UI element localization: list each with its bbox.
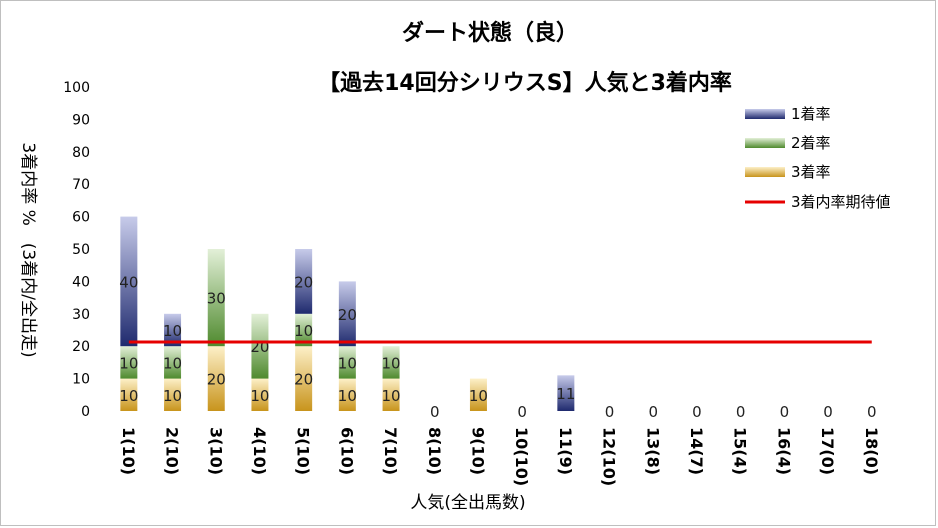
chart-title: ダート状態（良）: [402, 20, 578, 46]
x-tick-label: 11(9): [556, 427, 575, 475]
x-tick-label: 6(10): [337, 427, 356, 475]
bar-segment: [338, 281, 356, 347]
bar-segment: [164, 346, 182, 379]
bar-data-label: 20: [294, 371, 313, 389]
bar-segment: [338, 346, 356, 379]
bar-data-label: 10: [163, 387, 182, 405]
x-tick-label: 16(4): [774, 427, 793, 475]
y-tick-label: 80: [72, 145, 90, 161]
bar-segment: [207, 346, 225, 411]
x-axis-label: 人気(全出馬数): [410, 493, 525, 513]
bar-segment: [120, 216, 138, 347]
bar-data-label: 0: [517, 403, 527, 421]
bar-data-label: 10: [469, 387, 488, 405]
bar-data-label: 10: [338, 354, 357, 372]
x-tick-label: 12(10): [600, 427, 619, 486]
bar-segment: [295, 346, 313, 411]
x-tick-label: 17(0): [818, 427, 837, 475]
bar-segment: [120, 346, 138, 379]
y-tick-label: 90: [72, 112, 90, 128]
x-tick-label: 18(0): [862, 427, 881, 475]
chart-subtitle: 【過去14回分シリウスS】人気と3着内率: [318, 70, 732, 96]
bar-segment: [164, 378, 182, 411]
bar-segment: [207, 249, 225, 347]
bar-data-label: 0: [736, 403, 746, 421]
x-tick-label: 2(10): [163, 427, 182, 475]
bar-segment: [469, 378, 487, 411]
bar-data-label: 10: [294, 322, 313, 340]
bar-data-label: 40: [119, 273, 138, 291]
y-tick-label: 50: [72, 242, 90, 258]
bar-data-label: 0: [780, 403, 790, 421]
bar-data-label: 20: [338, 306, 357, 324]
x-tick-label: 3(10): [206, 427, 225, 475]
bar-segment: [120, 378, 138, 411]
legend-label: 3着率: [791, 163, 831, 181]
bar-data-label: 0: [692, 403, 702, 421]
legend: 1着率 2着率 3着率 3着内率期待値: [745, 105, 891, 211]
bar-data-label: 10: [338, 387, 357, 405]
y-tick-label: 20: [72, 339, 90, 355]
bar-data-label: 11: [556, 385, 575, 403]
y-tick-label: 60: [72, 210, 90, 226]
bars-group: [120, 216, 575, 411]
bar-data-label: 0: [823, 403, 833, 421]
legend-swatch: [745, 109, 785, 119]
bar-data-label: 10: [119, 387, 138, 405]
bar-segment: [382, 346, 400, 379]
x-tick-label: 10(10): [512, 427, 531, 486]
bar-data-label: 10: [163, 322, 182, 340]
y-tick-label: 100: [63, 80, 90, 96]
bar-data-label: 0: [867, 403, 877, 421]
x-tick-label: 13(8): [643, 427, 662, 475]
x-axis-ticks: 1(10) 2(10) 3(10) 4(10) 5(10) 6(10) 7(10) 8(10)…: [119, 427, 881, 486]
bar-segment: [382, 378, 400, 411]
bar-segment: [251, 378, 269, 411]
y-tick-label: 70: [72, 177, 90, 193]
legend-swatch: [745, 167, 785, 177]
x-tick-label: 15(4): [731, 427, 750, 475]
x-tick-label: 4(10): [250, 427, 269, 475]
bar-segment: [164, 313, 182, 347]
y-axis-ticks: 0 10 20 30 40 50 60 70 80 90 100: [63, 80, 90, 420]
legend-label: 1着率: [791, 105, 831, 123]
legend-swatch: [745, 138, 785, 148]
bar-data-label: 30: [207, 290, 226, 308]
bar-data-label: 0: [605, 403, 615, 421]
bar-segment: [295, 249, 313, 314]
bar-segment: [295, 313, 313, 347]
bar-data-label: 10: [250, 387, 269, 405]
legend-label: 2着率: [791, 134, 831, 152]
bar-data-label: 0: [648, 403, 658, 421]
bar-data-label: 0: [430, 403, 440, 421]
y-tick-label: 10: [72, 372, 90, 388]
x-tick-label: 7(10): [381, 427, 400, 475]
bar-data-label: 20: [294, 273, 313, 291]
bar-data-label: 10: [119, 354, 138, 372]
x-tick-label: 8(10): [425, 427, 444, 475]
x-tick-label: 14(7): [687, 427, 706, 475]
y-tick-label: 0: [81, 404, 90, 420]
x-tick-label: 1(10): [119, 427, 138, 475]
bar-data-label: 10: [163, 354, 182, 372]
x-tick-label: 5(10): [294, 427, 313, 475]
y-tick-label: 30: [72, 307, 90, 323]
x-tick-label: 9(10): [468, 427, 487, 475]
bar-segment: [557, 375, 575, 411]
y-tick-label: 40: [72, 274, 90, 290]
bar-data-label: 20: [207, 371, 226, 389]
bar-segment: [338, 378, 356, 411]
bar-segment: [251, 313, 269, 379]
bar-data-label: 10: [382, 387, 401, 405]
y-axis-label: 3着内率 % (3着内/全出走): [18, 142, 38, 357]
legend-label: 3着内率期待値: [791, 193, 891, 211]
bar-data-label: 10: [382, 354, 401, 372]
